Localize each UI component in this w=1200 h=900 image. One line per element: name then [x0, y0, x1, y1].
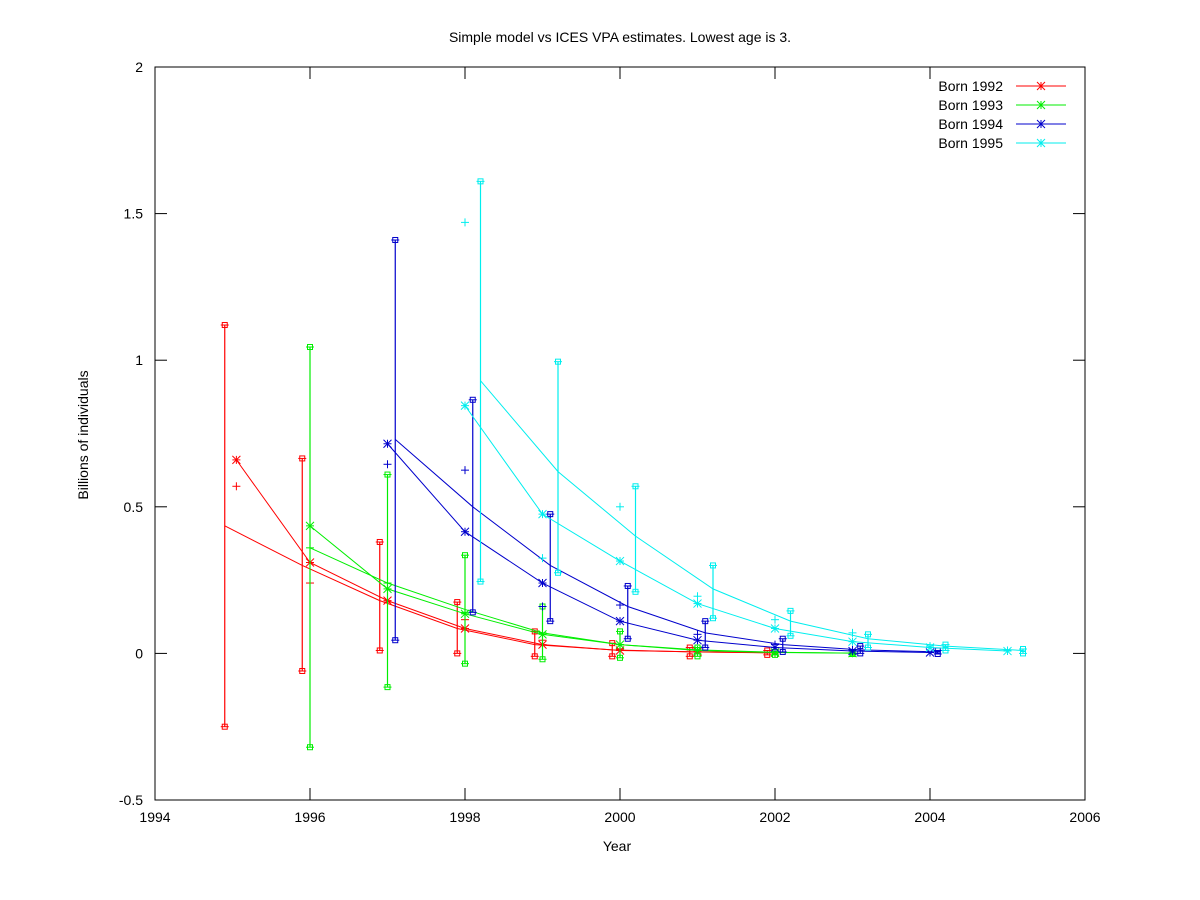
legend: Born 1992 Born 1993 Born 1994 Born 1995 [938, 78, 1066, 151]
star-marker [1036, 138, 1046, 148]
star-marker [1036, 100, 1046, 110]
estimate-line [464, 405, 1008, 652]
series-born-1994 [383, 236, 942, 657]
star-marker [693, 599, 702, 608]
y-axis-label: Billions of individuals [75, 370, 91, 499]
star-marker [538, 509, 547, 519]
series-born-1995 [460, 178, 1027, 657]
y-tick-label: 0.5 [124, 499, 144, 515]
model-line [480, 380, 1024, 651]
y-tick-label: 0 [135, 645, 143, 661]
x-tick-label: 1996 [294, 809, 325, 825]
y-tick-label: 1 [135, 352, 143, 368]
plot-frame [154, 66, 1086, 801]
estimate-line [387, 443, 931, 654]
star-marker [305, 521, 315, 531]
legend-label: Born 1995 [938, 135, 1003, 151]
star-marker [538, 578, 547, 588]
x-tick-label: 2006 [1069, 809, 1100, 825]
legend-label: Born 1992 [938, 78, 1003, 94]
star-marker [460, 527, 470, 537]
legend-label: Born 1994 [938, 116, 1003, 132]
star-marker [848, 637, 857, 647]
model-line [394, 438, 938, 653]
star-marker [615, 556, 625, 566]
axes: 1994 1996 1998 2000 2002 2004 2006 -0.5 0 0.5 1 1.5… [119, 59, 1101, 825]
x-tick-label: 1998 [449, 809, 480, 825]
star-marker [770, 624, 780, 633]
x-tick-label: 2004 [914, 809, 945, 825]
x-tick-label: 2002 [759, 809, 790, 825]
y-tick-label: 2 [135, 59, 143, 75]
star-marker [1036, 81, 1046, 91]
series-born-1992 [220, 322, 780, 730]
star-marker [693, 635, 702, 645]
x-tick-label: 2000 [604, 809, 635, 825]
estimate-line [235, 459, 776, 654]
x-axis-label: Year [603, 838, 632, 854]
star-marker [232, 455, 241, 465]
estimate-line [309, 525, 853, 654]
legend-label: Born 1993 [938, 97, 1003, 113]
y-tick-label: 1.5 [124, 206, 144, 222]
series-born-1993 [305, 344, 857, 751]
star-marker [460, 401, 470, 410]
star-marker [1036, 119, 1046, 129]
star-marker [383, 584, 392, 594]
x-tick-label: 1994 [139, 809, 170, 825]
star-marker [615, 616, 625, 626]
y-tick-label: -0.5 [119, 792, 143, 808]
model-line [224, 525, 768, 654]
plot-area [220, 178, 1027, 751]
chart-title: Simple model vs ICES VPA estimates. Lowe… [449, 29, 791, 45]
star-marker [383, 439, 392, 449]
